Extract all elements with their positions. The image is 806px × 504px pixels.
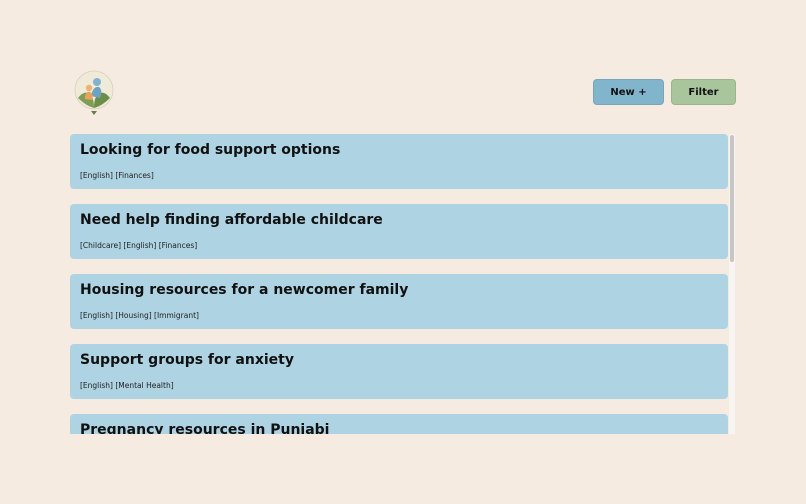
post-title: Looking for food support options [80,142,341,158]
filter-button[interactable]: Filter [671,79,736,105]
new-post-button[interactable]: New + [593,79,664,105]
post-card[interactable]: Housing resources for a newcomer family … [70,274,728,329]
post-card[interactable]: Need help finding affordable childcare [… [70,204,728,259]
post-list[interactable]: Looking for food support options [Englis… [70,134,736,434]
post-tags: [English] [Finances] [80,171,154,180]
post-card[interactable]: Pregnancy resources in Punjabi [70,414,728,434]
list-scrollbar-thumb[interactable] [730,135,734,262]
post-card[interactable]: Looking for food support options [Englis… [70,134,728,189]
post-title: Support groups for anxiety [80,352,294,368]
post-tags: [Childcare] [English] [Finances] [80,241,198,250]
post-card[interactable]: Support groups for anxiety [English] [Me… [70,344,728,399]
post-tags: [English] [Mental Health] [80,381,174,390]
post-title: Pregnancy resources in Punjabi [80,422,330,434]
list-scrollbar[interactable] [729,134,735,434]
post-tags: [English] [Housing] [Immigrant] [80,311,199,320]
family-logo-icon[interactable] [70,68,118,116]
post-title: Need help finding affordable childcare [80,212,383,228]
post-title: Housing resources for a newcomer family [80,282,409,298]
